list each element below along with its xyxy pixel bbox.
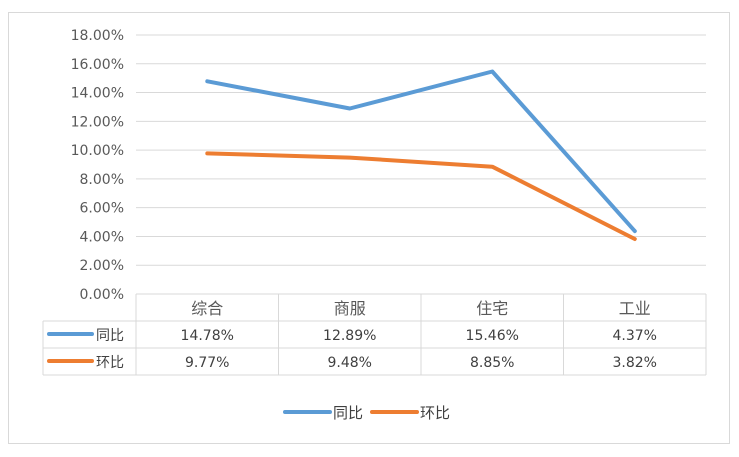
table-cell-value: 8.85% — [470, 355, 514, 371]
table-cell-value: 14.78% — [181, 328, 234, 344]
y-tick-label: 8.00% — [80, 172, 124, 188]
y-tick-label: 10.00% — [71, 143, 124, 159]
table-cell-value: 9.77% — [185, 355, 229, 371]
table-series-name: 同比 — [96, 328, 124, 344]
table-cell-value: 12.89% — [323, 328, 376, 344]
category-label: 综合 — [191, 299, 223, 318]
table-cell-value: 15.46% — [466, 328, 519, 344]
legend-label: 环比 — [420, 404, 450, 422]
y-tick-label: 6.00% — [80, 201, 124, 217]
series-line-1 — [205, 69, 637, 234]
y-tick-label: 0.00% — [80, 287, 124, 303]
series-line-2 — [205, 151, 637, 241]
category-label: 工业 — [619, 299, 651, 318]
y-tick-label: 18.00% — [71, 28, 124, 44]
legend-label: 同比 — [333, 404, 363, 422]
y-tick-label: 14.00% — [71, 86, 124, 102]
table-series-name: 环比 — [96, 355, 124, 371]
table-cell-value: 4.37% — [613, 328, 657, 344]
y-tick-label: 12.00% — [71, 114, 124, 130]
y-tick-label: 4.00% — [80, 229, 124, 245]
table-cell-value: 3.82% — [613, 355, 657, 371]
table-cell-value: 9.48% — [328, 355, 372, 371]
category-label: 住宅 — [476, 299, 508, 318]
y-tick-label: 16.00% — [71, 57, 124, 73]
y-tick-label: 2.00% — [80, 258, 124, 274]
category-label: 商服 — [334, 299, 366, 318]
